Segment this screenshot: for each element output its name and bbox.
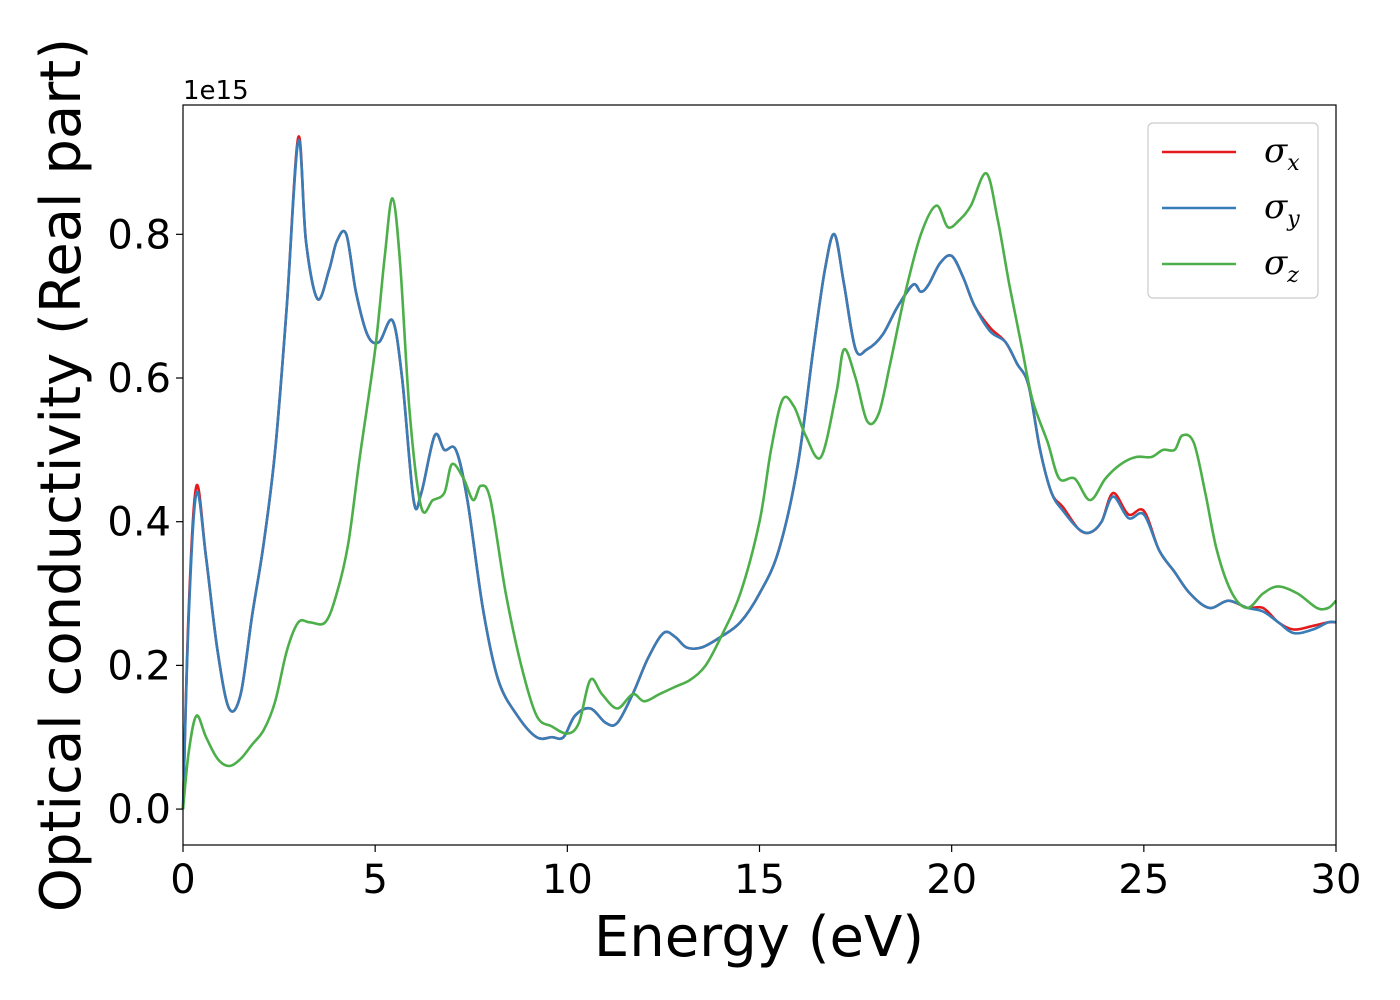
series-line-y [181,138,1337,810]
series-line-z [181,171,1337,810]
x-tick-label: 0 [170,857,195,903]
y-tick-label: 0.6 [107,356,171,402]
x-tick-label: 5 [362,857,387,903]
y-tick-label: 0.4 [107,500,171,546]
x-tick-label: 25 [1118,857,1169,903]
series-layer [181,135,1337,810]
plot-background [183,105,1336,845]
x-tick-label: 10 [542,857,593,903]
y-axis-label: Optical conductivity (Real part) [29,38,94,912]
y-axis: 0.0 0.2 0.4 0.6 0.8 [107,212,183,833]
x-tick-label: 15 [734,857,785,903]
y-offset-label: 1e15 [183,76,249,106]
x-tick-label: 30 [1311,857,1362,903]
x-tick-label: 20 [926,857,977,903]
y-tick-label: 0.8 [107,212,171,258]
y-tick-label: 0.2 [107,643,171,689]
x-axis: 0 5 10 15 20 25 30 [170,845,1361,903]
y-tick-label: 0.0 [107,787,171,833]
x-axis-label: Energy (eV) [594,905,924,970]
legend-box [1147,122,1319,299]
